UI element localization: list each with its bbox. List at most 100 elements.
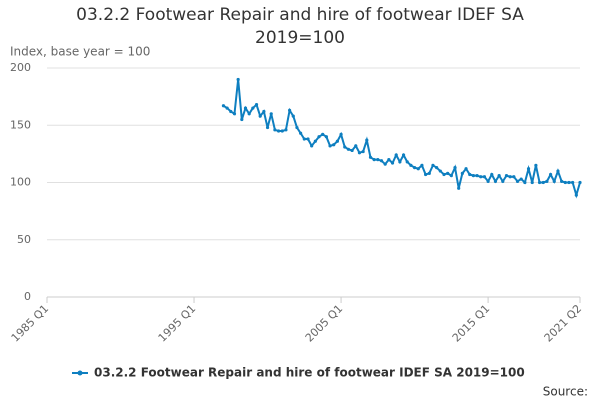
data-point bbox=[276, 129, 281, 133]
data-point bbox=[321, 132, 325, 137]
x-tick-label: 2021 Q2 bbox=[542, 302, 585, 345]
source: Source: bbox=[543, 385, 588, 399]
data-point bbox=[269, 112, 273, 116]
legend-marker bbox=[77, 370, 83, 376]
data-point bbox=[420, 163, 424, 167]
data-point bbox=[365, 138, 369, 142]
y-tick-label: 200 bbox=[10, 61, 31, 74]
data-point bbox=[560, 179, 564, 183]
data-point bbox=[225, 106, 229, 110]
data-point bbox=[357, 151, 362, 155]
data-point bbox=[328, 144, 332, 148]
data-point bbox=[545, 179, 549, 183]
data-point bbox=[254, 103, 259, 107]
data-point bbox=[379, 159, 384, 163]
data-point bbox=[302, 137, 306, 141]
chart-title: 03.2.2 Footwear Repair and hire of footw… bbox=[76, 5, 524, 48]
data-point bbox=[468, 172, 472, 177]
data-point bbox=[372, 158, 376, 162]
x-tick-label: 1995 Q1 bbox=[156, 302, 199, 345]
data-point bbox=[563, 180, 567, 185]
data-point bbox=[497, 174, 501, 178]
data-point bbox=[236, 77, 240, 82]
data-point bbox=[240, 117, 244, 122]
data-point bbox=[523, 180, 527, 185]
y-tick-label: 0 bbox=[24, 290, 31, 303]
x-tick-label: 2015 Q1 bbox=[450, 302, 493, 345]
data-point bbox=[229, 109, 233, 114]
data-point bbox=[251, 106, 255, 110]
data-point bbox=[361, 149, 365, 154]
data-point bbox=[306, 137, 310, 141]
data-point bbox=[350, 148, 354, 153]
data-point bbox=[486, 179, 490, 183]
data-point bbox=[574, 193, 578, 197]
data-point bbox=[339, 132, 343, 137]
data-point bbox=[537, 180, 542, 185]
y-tick-label: 50 bbox=[17, 233, 31, 246]
data-point bbox=[262, 109, 266, 114]
data-point bbox=[427, 171, 431, 175]
data-point bbox=[412, 166, 417, 170]
data-point bbox=[526, 167, 531, 171]
data-point bbox=[390, 161, 395, 165]
data-point bbox=[376, 158, 380, 162]
legend-label: 03.2.2 Footwear Repair and hire of footw… bbox=[94, 366, 525, 380]
data-point bbox=[515, 179, 520, 183]
data-point bbox=[273, 128, 277, 132]
data-point bbox=[416, 167, 420, 171]
data-point bbox=[519, 177, 523, 181]
y-tick-label: 150 bbox=[10, 118, 31, 131]
data-point bbox=[482, 175, 487, 179]
data-point bbox=[501, 179, 505, 183]
data-point bbox=[265, 125, 270, 130]
data-point bbox=[284, 128, 288, 132]
data-point bbox=[288, 108, 292, 112]
data-point bbox=[343, 145, 347, 149]
data-point bbox=[299, 131, 303, 135]
data-point bbox=[438, 169, 442, 173]
data-point bbox=[471, 174, 475, 178]
data-point bbox=[567, 180, 571, 185]
data-point bbox=[291, 114, 295, 118]
x-tick-label: 2005 Q1 bbox=[303, 302, 346, 345]
data-point bbox=[548, 172, 553, 177]
data-point bbox=[280, 129, 284, 133]
data-point bbox=[354, 144, 358, 148]
data-point bbox=[387, 158, 391, 162]
data-point bbox=[479, 175, 483, 179]
data-point bbox=[346, 147, 351, 151]
y-tick-label: 100 bbox=[10, 176, 31, 189]
data-point bbox=[541, 180, 545, 185]
data-point bbox=[324, 135, 328, 139]
data-point bbox=[310, 144, 314, 148]
data-point bbox=[431, 163, 435, 167]
series-line bbox=[222, 79, 581, 199]
data-point bbox=[398, 160, 402, 164]
data-point bbox=[221, 104, 226, 108]
data-point bbox=[317, 135, 321, 139]
data-point bbox=[530, 180, 534, 185]
data-point bbox=[394, 153, 398, 157]
data-point bbox=[335, 139, 339, 143]
data-point bbox=[571, 180, 575, 185]
data-point bbox=[313, 139, 317, 143]
data-point bbox=[457, 186, 461, 190]
data-point bbox=[409, 163, 413, 167]
data-point bbox=[534, 163, 538, 167]
data-point bbox=[424, 172, 428, 177]
data-point bbox=[368, 155, 373, 159]
data-point bbox=[243, 106, 248, 110]
data-point bbox=[295, 125, 299, 130]
data-point bbox=[446, 171, 450, 175]
data-point bbox=[512, 175, 516, 179]
data-point bbox=[464, 167, 468, 171]
data-point bbox=[552, 179, 556, 183]
data-point bbox=[442, 172, 446, 177]
data-point bbox=[508, 175, 512, 179]
data-point bbox=[449, 174, 453, 178]
data-point bbox=[258, 114, 262, 118]
data-point bbox=[493, 179, 498, 183]
